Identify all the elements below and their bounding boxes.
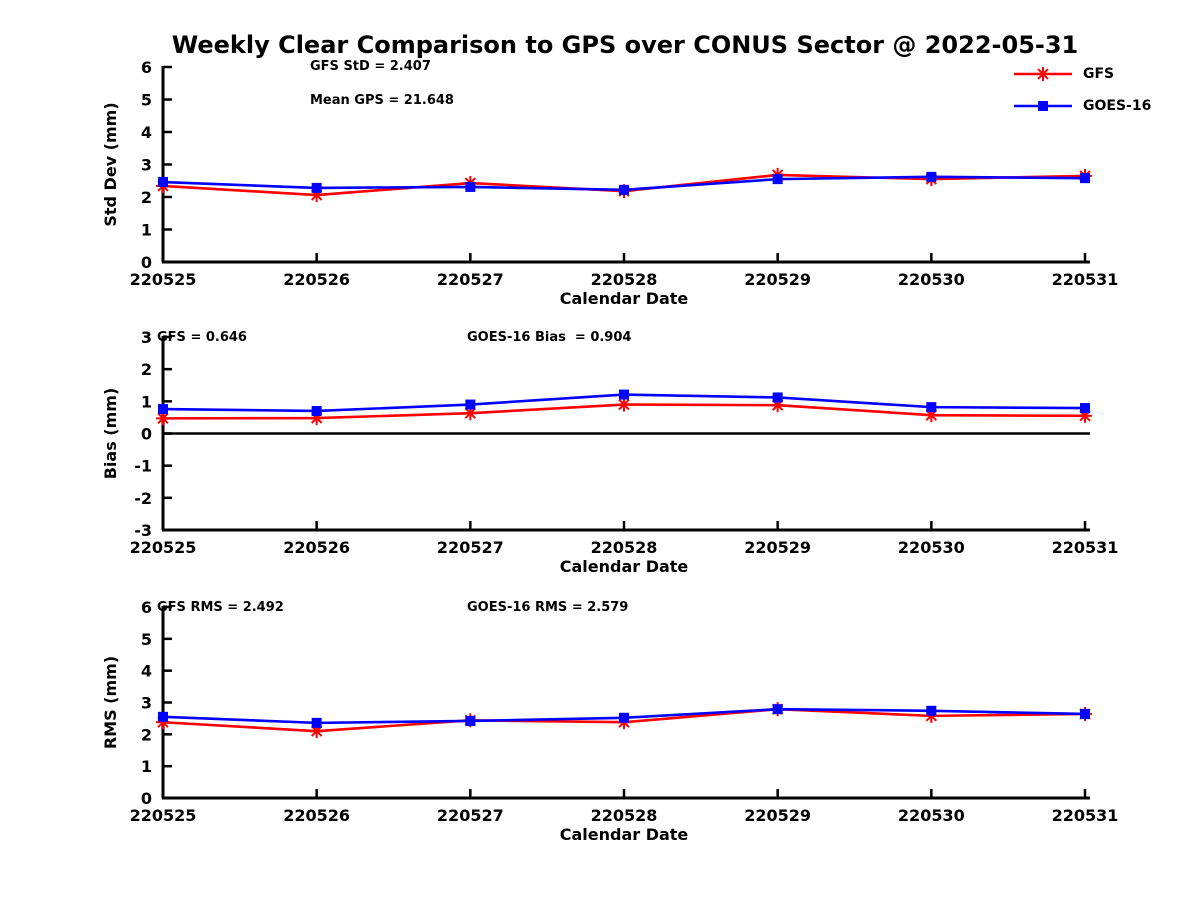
chart-title: Weekly Clear Comparison to GPS over CONU…: [171, 31, 1079, 59]
x-tick-label: 220530: [898, 538, 965, 557]
goes16-square-marker: [619, 184, 629, 195]
y-tick-label: -2: [134, 489, 152, 508]
series-goes-16: [158, 171, 1090, 195]
y-tick-label: 0: [141, 253, 152, 272]
goes16-square-marker: [311, 182, 322, 193]
x-tick-label: 220531: [1052, 806, 1119, 825]
y-tick-label: 2: [141, 188, 152, 207]
x-tick-label: 220526: [283, 538, 350, 557]
series-goes-16: [158, 704, 1090, 728]
goes16-square-marker: [1080, 403, 1090, 414]
x-tick-label: 220529: [744, 806, 811, 825]
annotation-text: GOES-16 Bias = 0.904: [467, 330, 631, 345]
y-tick-label: 6: [141, 58, 152, 77]
x-axis-title: Calendar Date: [560, 289, 689, 308]
goes16-square-marker: [311, 717, 322, 728]
goes16-square-marker: [772, 392, 783, 403]
x-tick-label: 220525: [130, 538, 197, 557]
x-tick-label: 220529: [744, 538, 811, 557]
x-tick-label: 220526: [283, 806, 350, 825]
goes16-square-marker: [772, 174, 783, 185]
series-gfs: [156, 397, 1092, 426]
y-tick-label: 1: [141, 392, 152, 411]
y-tick-label: 5: [141, 630, 152, 649]
y-tick-label: 3: [141, 328, 152, 347]
y-tick-label: 2: [141, 725, 152, 744]
x-tick-label: 220525: [130, 270, 197, 289]
goes16-square-marker: [772, 704, 783, 715]
y-axis-title: Std Dev (mm): [101, 102, 120, 226]
annotation-text: GFS RMS = 2.492: [157, 600, 284, 615]
y-tick-label: 3: [141, 156, 152, 175]
y-tick-label: 5: [141, 91, 152, 110]
legend: GFS GOES-16: [1012, 58, 1151, 122]
goes16-square-marker: [311, 405, 322, 416]
goes16-square-marker: [1080, 173, 1090, 184]
y-tick-label: 0: [141, 789, 152, 808]
x-axis-title: Calendar Date: [560, 557, 689, 576]
x-tick-label: 220527: [437, 806, 504, 825]
annotation-text: GOES-16 RMS = 2.579: [467, 600, 628, 615]
goes16-square-marker: [465, 181, 476, 192]
y-tick-label: 4: [141, 123, 152, 142]
y-axis-title: Bias (mm): [101, 388, 120, 480]
x-tick-label: 220529: [744, 270, 811, 289]
x-tick-label: 220531: [1052, 538, 1119, 557]
x-tick-label: 220526: [283, 270, 350, 289]
goes16-square-marker: [926, 705, 937, 716]
goes16-square-marker: [1038, 101, 1048, 111]
y-tick-label: 2: [141, 360, 152, 379]
x-tick-label: 220530: [898, 270, 965, 289]
annotation-text: Mean GPS = 21.648: [310, 93, 454, 108]
goes16-square-marker: [619, 712, 629, 723]
x-tick-label: 220527: [437, 538, 504, 557]
goes16-line-marker-icon: [1014, 101, 1072, 111]
annotation-text: GFS = 0.646: [157, 330, 247, 345]
annotation-text: GFS StD = 2.407: [310, 59, 431, 74]
x-tick-label: 220528: [591, 538, 658, 557]
y-axis-title: RMS (mm): [101, 656, 120, 749]
legend-label-gfs: GFS: [1083, 66, 1115, 82]
y-tick-label: 1: [141, 757, 152, 776]
gfs-line-marker-icon: [1014, 67, 1072, 81]
y-tick-label: 3: [141, 694, 152, 713]
y-tick-label: 6: [141, 598, 152, 617]
goes16-square-marker: [926, 171, 937, 182]
series-goes-16: [158, 389, 1090, 416]
goes16-square-marker: [1080, 708, 1090, 719]
y-tick-label: 0: [141, 425, 152, 444]
gfs-asterisk-marker: [1036, 67, 1050, 81]
y-tick-label: -1: [134, 457, 152, 476]
x-tick-label: 220525: [130, 806, 197, 825]
goes16-square-marker: [158, 711, 168, 722]
goes16-square-marker: [158, 177, 168, 188]
x-tick-label: 220527: [437, 270, 504, 289]
y-tick-label: -3: [134, 521, 152, 540]
legend-item-goes16: GOES-16: [1012, 90, 1151, 122]
gfs-asterisk-marker: [617, 397, 631, 412]
y-tick-label: 1: [141, 221, 152, 240]
y-tick-label: 4: [141, 662, 152, 681]
goes16-square-marker: [465, 399, 476, 410]
goes16-square-marker: [158, 404, 168, 415]
legend-label-goes16: GOES-16: [1083, 98, 1152, 114]
goes16-square-marker: [465, 715, 476, 726]
goes16-square-marker: [926, 402, 937, 413]
x-tick-label: 220528: [591, 806, 658, 825]
x-tick-label: 220530: [898, 806, 965, 825]
x-tick-label: 220531: [1052, 270, 1119, 289]
x-axis-title: Calendar Date: [560, 825, 689, 844]
legend-item-gfs: GFS: [1012, 58, 1151, 90]
x-tick-label: 220528: [591, 270, 658, 289]
goes16-square-marker: [619, 389, 629, 400]
